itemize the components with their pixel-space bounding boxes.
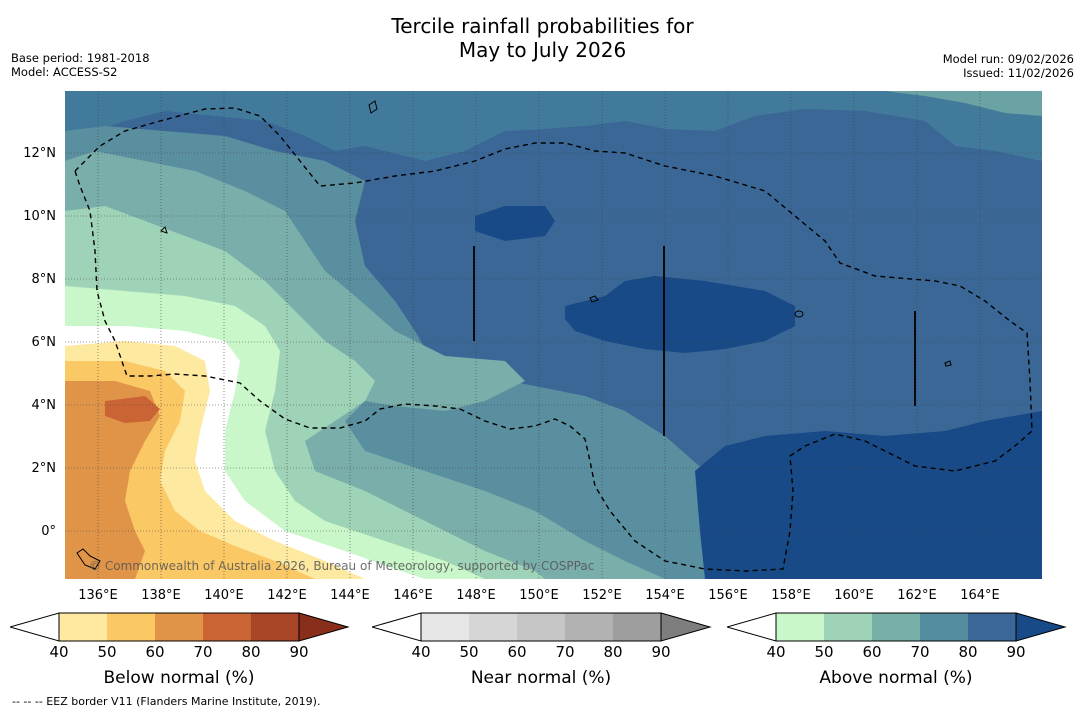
model-run-label: Model run: 09/02/2026 — [942, 52, 1074, 66]
lat-label-12n: 12°N — [23, 146, 56, 161]
lon-label-142e: 142°E — [267, 588, 307, 603]
lon-label-156e: 156°E — [708, 588, 748, 603]
above-80-core-central — [565, 276, 795, 353]
above-tick-80: 80 — [958, 643, 978, 661]
above-cb-bin-50-60 — [824, 613, 872, 641]
lat-label-8n: 8°N — [31, 272, 57, 287]
above-cb-bin-60-70 — [872, 613, 920, 641]
above-tick-70: 70 — [910, 643, 930, 661]
coastlines — [76, 100, 952, 570]
above-cb-bin-40-50 — [776, 613, 824, 641]
below-tick-90: 90 — [289, 643, 309, 661]
near-cb-extend-min — [372, 612, 422, 642]
lon-label-164e: 164°E — [960, 588, 1000, 603]
lat-label-10n: 10°N — [23, 209, 56, 224]
island-small-2 — [944, 360, 952, 367]
lon-label-160e: 160°E — [834, 588, 874, 603]
below-cb-extend-max — [298, 612, 350, 642]
below-tick-50: 50 — [97, 643, 117, 661]
lon-label-136e: 136°E — [78, 588, 118, 603]
near-tick-60: 60 — [507, 643, 527, 661]
lon-label-138e: 138°E — [141, 588, 181, 603]
below-tick-70: 70 — [193, 643, 213, 661]
near-cb-extend-max — [660, 612, 712, 642]
island-small-3 — [160, 226, 168, 234]
island-small-1 — [589, 295, 599, 303]
near-tick-70: 70 — [555, 643, 575, 661]
near-cb-bin-50-60 — [469, 613, 517, 641]
near-cb-bin-80-90 — [613, 613, 661, 641]
near-cb-bin-60-70 — [517, 613, 565, 641]
island-north — [368, 100, 378, 114]
near-tick-50: 50 — [459, 643, 479, 661]
lon-label-148e: 148°E — [456, 588, 496, 603]
near-tick-80: 80 — [603, 643, 623, 661]
below-70-patch — [105, 396, 160, 423]
lon-label-150e: 150°E — [519, 588, 559, 603]
above-80-core-southeast — [695, 411, 1042, 579]
near-normal-title: Near normal (%) — [470, 668, 612, 688]
near-tick-90: 90 — [651, 643, 671, 661]
above-tick-40: 40 — [766, 643, 786, 661]
model-label: Model: ACCESS-S2 — [11, 65, 118, 79]
below-cb-bin-70-80 — [203, 613, 251, 641]
issued-label: Issued: 11/02/2026 — [963, 66, 1074, 80]
above-cb-bin-80-90 — [968, 613, 1016, 641]
above-tick-60: 60 — [862, 643, 882, 661]
below-cb-bin-80-90 — [251, 613, 299, 641]
above-cb-bin-70-80 — [920, 613, 968, 641]
near-cb-bin-40-50 — [421, 613, 469, 641]
island-southwest — [76, 548, 101, 570]
near-cb-bin-70-80 — [565, 613, 613, 641]
above-normal-title: Above normal (%) — [819, 668, 973, 688]
below-tick-80: 80 — [241, 643, 261, 661]
below-tick-40: 40 — [49, 643, 69, 661]
above-tick-90: 90 — [1006, 643, 1026, 661]
below-tick-60: 60 — [145, 643, 165, 661]
below-cb-extend-min — [10, 612, 60, 642]
lat-label-4n: 4°N — [31, 398, 57, 413]
chart-title: Tercile rainfall probabilities for May t… — [0, 14, 1085, 62]
lat-label-6n: 6°N — [31, 335, 57, 350]
above-tick-50: 50 — [814, 643, 834, 661]
above-80-core-north — [475, 206, 555, 241]
island-central — [794, 310, 804, 318]
below-60-zone — [65, 381, 160, 579]
lat-label-2n: 2°N — [31, 461, 57, 476]
title-line-2: May to July 2026 — [458, 38, 627, 62]
lon-label-146e: 146°E — [393, 588, 433, 603]
lat-label-0: 0° — [41, 524, 56, 539]
base-period-label: Base period: 1981-2018 — [11, 51, 150, 65]
above-cb-extend-min — [727, 612, 777, 642]
colorbar-below-normal — [10, 612, 350, 642]
above-cb-extend-max — [1015, 612, 1067, 642]
below-cb-bin-50-60 — [107, 613, 155, 641]
rainfall-probability-map[interactable]: © Commonwealth of Australia 2026, Bureau… — [65, 91, 1042, 579]
below-cb-bin-60-70 — [155, 613, 203, 641]
below-cb-bin-40-50 — [59, 613, 107, 641]
lon-label-162e: 162°E — [897, 588, 937, 603]
meta-right: Model run: 09/02/2026 Issued: 11/02/2026 — [943, 52, 1074, 80]
above-60-north-band — [65, 91, 1042, 161]
eez-legend-note: -- -- -- EEZ border V11 (Flanders Marine… — [12, 695, 321, 708]
meta-left: Base period: 1981-2018 Model: ACCESS-S2 — [11, 51, 150, 79]
colorbar-near-normal — [372, 612, 712, 642]
lon-label-144e: 144°E — [330, 588, 370, 603]
lon-label-158e: 158°E — [771, 588, 811, 603]
lon-label-152e: 152°E — [582, 588, 622, 603]
graticule — [65, 91, 1042, 579]
eez-solid-segments — [473, 246, 916, 436]
title-line-1: Tercile rainfall probabilities for — [391, 14, 694, 38]
below-normal-title: Below normal (%) — [103, 668, 255, 688]
colorbar-above-normal — [727, 612, 1067, 642]
near-tick-40: 40 — [411, 643, 431, 661]
copyright-notice: © Commonwealth of Australia 2026, Bureau… — [89, 559, 594, 573]
lon-label-154e: 154°E — [645, 588, 685, 603]
lon-label-140e: 140°E — [204, 588, 244, 603]
above-50-northeast-patch — [885, 91, 1042, 116]
